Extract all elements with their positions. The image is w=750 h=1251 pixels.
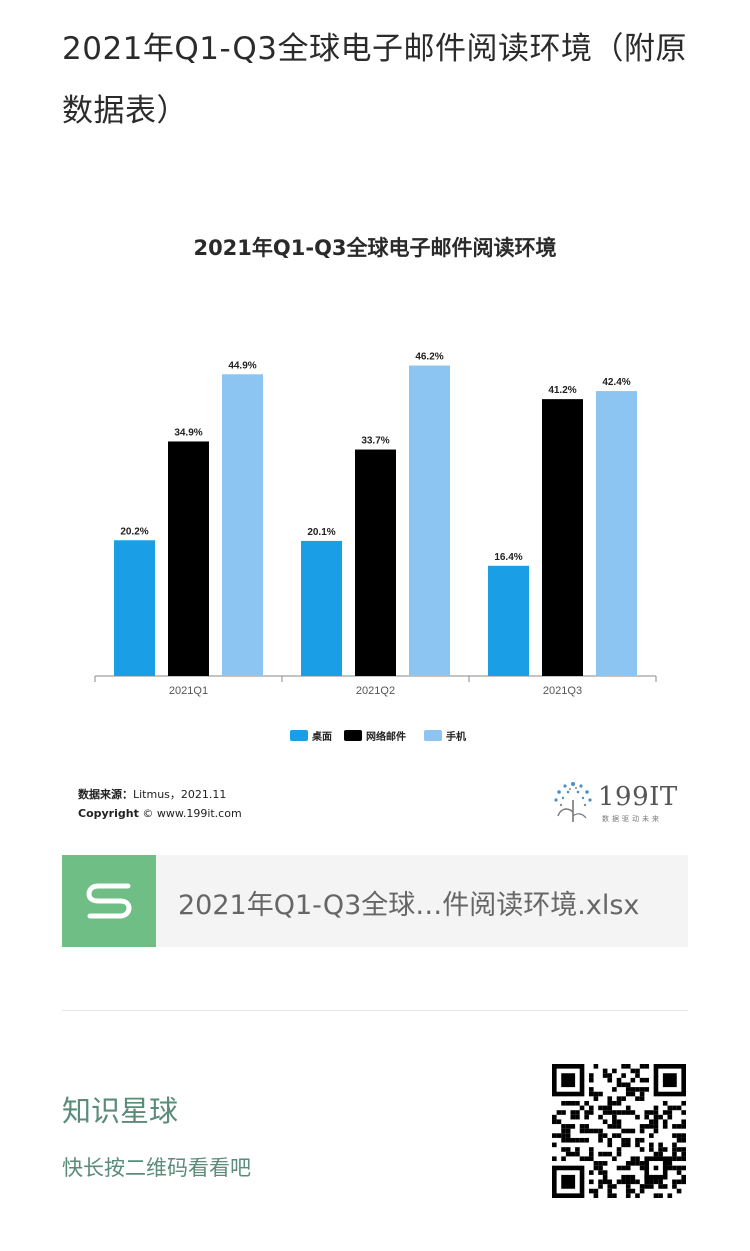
bar (222, 374, 263, 676)
bar (114, 540, 155, 676)
legend-label: 手机 (446, 730, 466, 743)
brand-logo: 199IT 数据驱动未来 (550, 778, 680, 828)
data-label: 34.9% (174, 427, 202, 438)
post-title: 2021年Q1-Q3全球电子邮件阅读环境（附原数据表） (62, 31, 687, 129)
data-label: 20.1% (307, 527, 335, 538)
data-label: 16.4% (494, 552, 522, 563)
source-label: 数据来源： (78, 788, 133, 801)
legend-label: 桌面 (311, 730, 332, 743)
chart-image: 2021年Q1-Q3全球电子邮件阅读环境 20.2% 34.9% 44.9% 2021… (62, 210, 688, 840)
data-label: 42.4% (602, 377, 630, 388)
qr-code-icon[interactable] (552, 1064, 686, 1198)
data-label: 46.2% (415, 352, 443, 363)
data-label: 44.9% (228, 360, 256, 371)
source-value: Litmus，2021.11 (133, 788, 227, 801)
bar (488, 565, 529, 676)
bar (355, 449, 396, 676)
legend-swatch (424, 730, 442, 741)
x-tick-label: 2021Q3 (543, 685, 582, 697)
brand-tagline: 数据驱动未来 (602, 815, 662, 823)
copyright-value: © www.199it.com (142, 807, 242, 820)
knowledge-planet-subtitle: 快长按二维码看看吧 (62, 1156, 251, 1180)
brand-number: 199IT (598, 782, 678, 812)
bar (409, 365, 450, 676)
bar (596, 391, 637, 676)
legend-label: 网络邮件 (366, 730, 406, 743)
copyright-label: Copyright (78, 807, 139, 820)
legend-swatch (290, 730, 308, 741)
attachment-card[interactable]: 2021年Q1-Q3全球…件阅读环境.xlsx (62, 855, 688, 947)
x-tick-label: 2021Q1 (169, 685, 208, 697)
bar-chart: 20.2% 34.9% 44.9% 2021Q1 20.1% 33.7% 46.2% 2021… (94, 352, 657, 743)
x-tick-label: 2021Q2 (356, 685, 395, 697)
attachment-filename[interactable]: 2021年Q1-Q3全球…件阅读环境.xlsx (178, 890, 640, 921)
bar (301, 540, 342, 676)
data-label: 33.7% (361, 436, 389, 447)
bar (542, 399, 583, 676)
data-label: 41.2% (548, 385, 576, 396)
legend-swatch (344, 730, 362, 741)
spreadsheet-s-icon (62, 855, 156, 947)
bar (168, 441, 209, 676)
data-label: 20.2% (120, 526, 148, 537)
source-note: 数据来源：Litmus，2021.11 Copyright © www.199i… (78, 785, 242, 823)
knowledge-planet-title: 知识星球 (62, 1094, 179, 1128)
section-divider (62, 1010, 688, 1011)
dandelion-logo-icon (554, 782, 592, 822)
chart-title: 2021年Q1-Q3全球电子邮件阅读环境 (193, 236, 557, 260)
